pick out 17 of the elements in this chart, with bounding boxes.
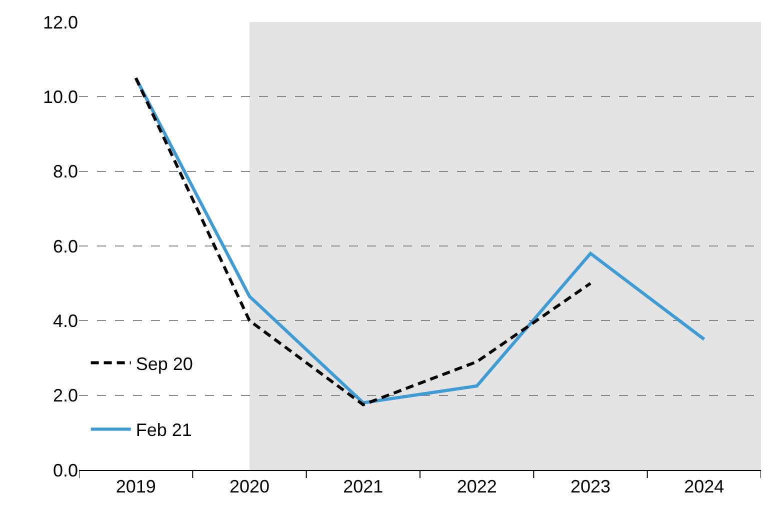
- line-series: [134, 76, 706, 404]
- y-tick-label: 4.0: [52, 310, 78, 331]
- legend-label: Sep 20: [136, 354, 193, 374]
- x-tick-label: 2020: [229, 476, 270, 497]
- x-tick-label: 2022: [456, 476, 497, 497]
- y-tick-label: 12.0: [42, 12, 78, 32]
- legend-label: Feb 21: [136, 420, 192, 440]
- y-tick-label: 0.0: [52, 460, 78, 480]
- y-tick-label: 8.0: [52, 162, 78, 182]
- x-tick-label: 2019: [116, 476, 156, 497]
- x-tick-label: 2023: [570, 476, 611, 497]
- x-tick-label: 2021: [343, 476, 384, 497]
- y-tick-label: 10.0: [42, 86, 78, 107]
- y-tick-label: 6.0: [52, 236, 78, 256]
- line-series: [134, 76, 592, 406]
- x-tick-label: 2024: [684, 476, 724, 497]
- y-tick-label: 2.0: [52, 386, 78, 406]
